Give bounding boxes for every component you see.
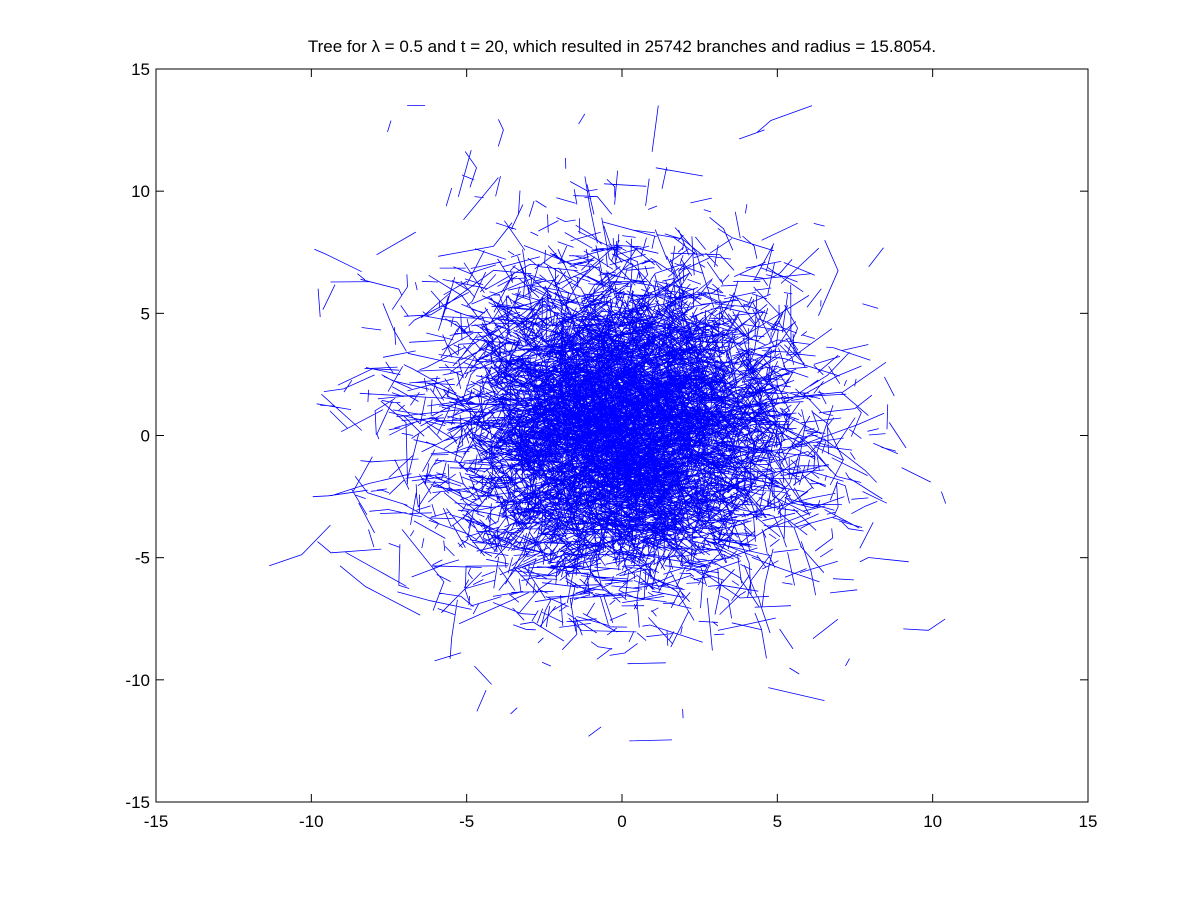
y-axis-ticks: -15 -10 -5 0 5 10 15 xyxy=(125,60,1088,812)
x-tick-label: -5 xyxy=(459,812,474,831)
x-tick-label: 15 xyxy=(1079,812,1098,831)
y-tick-label: 10 xyxy=(131,182,150,201)
x-tick-label: -15 xyxy=(144,812,169,831)
x-tick-label: 10 xyxy=(923,812,942,831)
x-axis-ticks: -15 -10 -5 0 5 10 15 xyxy=(144,69,1098,831)
y-tick-label: 0 xyxy=(141,427,150,446)
x-tick-label: 5 xyxy=(773,812,782,831)
x-tick-label: 0 xyxy=(617,812,626,831)
y-tick-label: -5 xyxy=(135,549,150,568)
y-tick-label: -15 xyxy=(125,793,150,812)
x-tick-label: -10 xyxy=(299,812,324,831)
y-tick-label: 5 xyxy=(141,304,150,323)
tree-branch-path xyxy=(269,105,947,742)
y-tick-label: -10 xyxy=(125,671,150,690)
y-tick-label: 15 xyxy=(131,60,150,79)
chart-title: Tree for λ = 0.5 and t = 20, which resul… xyxy=(308,37,936,56)
tree-branches xyxy=(269,105,947,742)
